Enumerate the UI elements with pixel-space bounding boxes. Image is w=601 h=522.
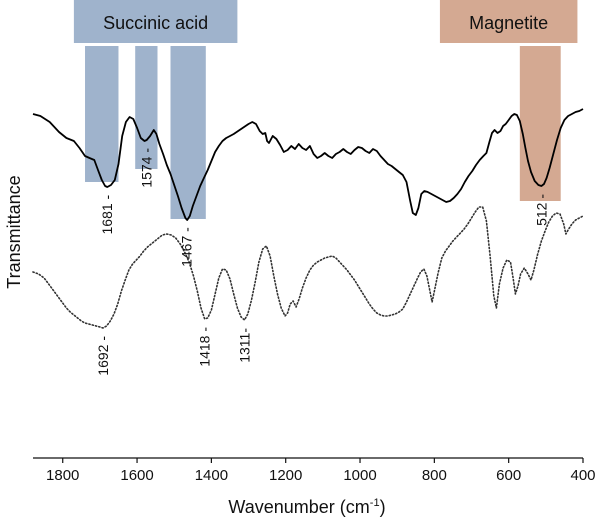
spectra xyxy=(32,108,584,329)
peak-label-6: 1311- xyxy=(237,328,253,363)
x-tick-label-2: 1400 xyxy=(195,467,228,484)
peak-label-1: 1574 - xyxy=(139,148,155,188)
spectrum-line-0 xyxy=(32,108,584,221)
region-box-0 xyxy=(73,0,238,43)
x-axis-title: Wavenumber (cm-1) xyxy=(228,497,385,517)
peak-labels: 1681 - 1574 - 1467 - 512 - 1692 - 1418 - 1311- xyxy=(95,148,550,376)
x-axis: 1800 1600 1400 1200 1000 800 600 400 xyxy=(33,457,596,484)
y-axis-title: Transmittance xyxy=(4,175,24,288)
band-highlight-2 xyxy=(170,46,206,219)
peak-label-3: 512 - xyxy=(533,194,549,226)
spectrum-line-1 xyxy=(32,206,584,329)
x-tick-label-7: 400 xyxy=(570,467,595,484)
x-tick-label-6: 600 xyxy=(496,467,521,484)
x-tick-label-0: 1800 xyxy=(46,467,79,484)
region-label-1: Magnetite xyxy=(469,13,548,33)
x-tick-label-1: 1600 xyxy=(120,467,153,484)
region-label-0: Succinic acid xyxy=(103,13,208,33)
region-box-1 xyxy=(439,0,578,43)
peak-label-2: 1467 - xyxy=(179,227,195,267)
peak-label-4: 1692 - xyxy=(95,336,111,376)
band-highlight-0 xyxy=(85,46,119,182)
band-highlight-3 xyxy=(519,46,561,201)
x-tick-label-5: 800 xyxy=(422,467,447,484)
x-tick-label-3: 1200 xyxy=(269,467,302,484)
region-labels: Succinic acid Magnetite xyxy=(73,0,578,43)
peak-label-0: 1681 - xyxy=(99,194,115,234)
peak-label-5: 1418 - xyxy=(197,327,213,367)
x-tick-label-4: 1000 xyxy=(343,467,376,484)
